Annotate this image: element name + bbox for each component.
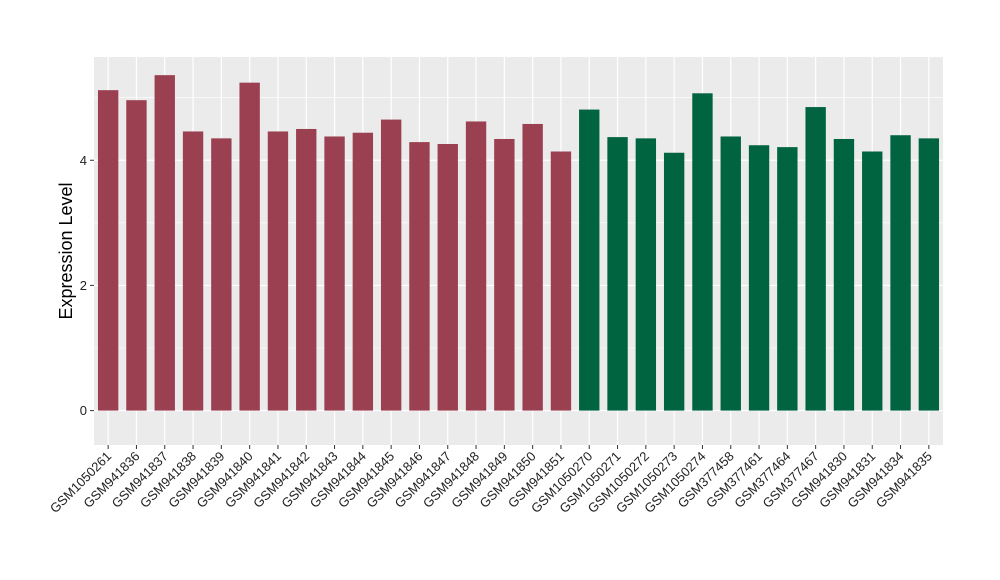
bars xyxy=(97,75,940,411)
bar-GSM941839 xyxy=(211,138,232,411)
bar-GSM377458 xyxy=(720,136,741,411)
bar-GSM941830 xyxy=(833,138,855,411)
bar-GSM377467 xyxy=(805,107,826,411)
bar-GSM941851 xyxy=(550,151,572,411)
bar-GSM941843 xyxy=(324,136,345,411)
bar-GSM941831 xyxy=(862,151,883,411)
bar-GSM941849 xyxy=(494,138,515,411)
plot-panel xyxy=(94,57,943,445)
bar-GSM1050261 xyxy=(97,90,119,411)
bar-GSM1050274 xyxy=(692,93,713,411)
bar-GSM941848 xyxy=(465,121,487,411)
bar-GSM1050273 xyxy=(663,152,685,411)
y-axis: 0 2 4 xyxy=(80,153,94,418)
bar-GSM941846 xyxy=(409,142,430,411)
bar-GSM377461 xyxy=(748,145,770,411)
bar-GSM941842 xyxy=(296,128,317,411)
bar-GSM941835 xyxy=(918,138,940,411)
bar-GSM941836 xyxy=(126,100,147,411)
x-axis: GSM1050261GSM941836GSM941837GSM941838GSM… xyxy=(47,445,935,516)
bar-GSM941847 xyxy=(437,143,458,411)
y-tick-label: 2 xyxy=(80,278,87,293)
bar-GSM941850 xyxy=(522,123,543,411)
bar-GSM941838 xyxy=(182,131,204,411)
bar-GSM941844 xyxy=(352,132,374,411)
bar-GSM1050272 xyxy=(635,138,657,411)
bar-GSM941837 xyxy=(154,75,175,411)
bar-GSM1050271 xyxy=(607,137,628,411)
bar-GSM941840 xyxy=(239,82,260,411)
y-tick-label: 4 xyxy=(80,153,87,168)
y-tick-label: 0 xyxy=(80,403,87,418)
y-axis-title: Expression Level xyxy=(56,182,76,319)
bar-GSM941841 xyxy=(267,131,289,411)
bar-GSM941834 xyxy=(890,135,911,411)
bar-GSM377464 xyxy=(777,147,798,411)
bar-GSM1050270 xyxy=(579,109,600,411)
bar-GSM941845 xyxy=(380,119,402,411)
